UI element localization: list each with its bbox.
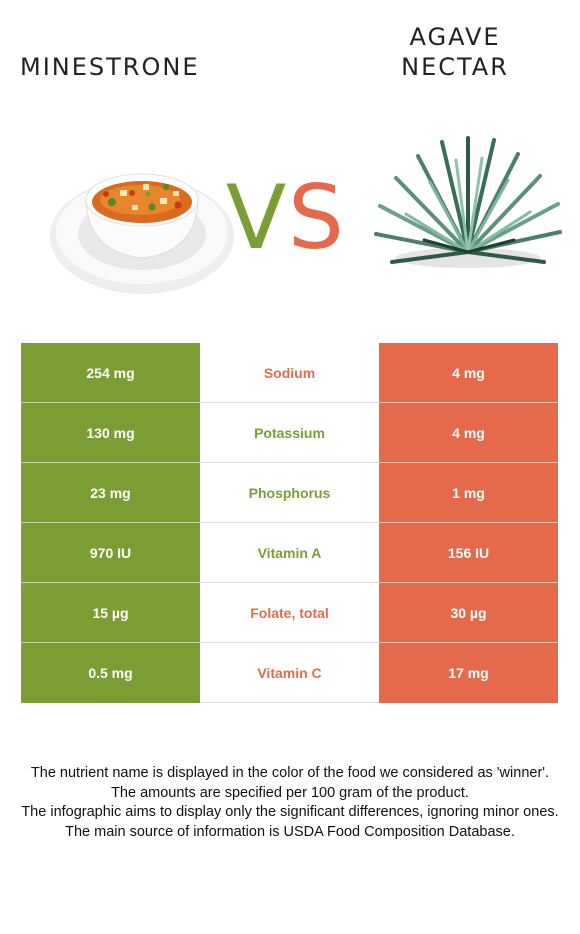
- nutrient-name: Phosphorus: [200, 463, 379, 523]
- nutrient-name: Vitamin A: [200, 523, 379, 583]
- minestrone-value: 254 mg: [21, 343, 200, 403]
- minestrone-value: 970 IU: [21, 523, 200, 583]
- minestrone-soup-image: [50, 173, 234, 294]
- nutrient-name: Sodium: [200, 343, 379, 403]
- nutrient-row: 15 µg Folate, total 30 µg: [21, 583, 558, 643]
- nutrient-row: 970 IU Vitamin A 156 IU: [21, 523, 558, 583]
- vs-letter-s: S: [288, 168, 344, 258]
- nutrient-name: Vitamin C: [200, 643, 379, 703]
- minestrone-value: 23 mg: [21, 463, 200, 523]
- food-title-line-2: NECTAR: [401, 53, 509, 81]
- agave-nectar-value: 30 µg: [379, 583, 558, 643]
- agave-nectar-value: 156 IU: [379, 523, 558, 583]
- footnote-significant-differences: The infographic aims to display only the…: [21, 804, 559, 820]
- footnotes: The nutrient name is displayed in the co…: [14, 764, 566, 842]
- nutrient-row: 130 mg Potassium 4 mg: [21, 403, 558, 463]
- nutrient-row: 254 mg Sodium 4 mg: [21, 343, 558, 403]
- agave-plant-image: [374, 136, 562, 268]
- agave-nectar-value: 1 mg: [379, 463, 558, 523]
- nutrient-comparison-table: 254 mg Sodium 4 mg 130 mg Potassium 4 mg 23 mg…: [21, 343, 558, 703]
- agave-nectar-value: 4 mg: [379, 343, 558, 403]
- nutrient-row: 23 mg Phosphorus 1 mg: [21, 463, 558, 523]
- food-title-agave-nectar: AGAVE NECTAR: [380, 22, 530, 82]
- minestrone-value: 0.5 mg: [21, 643, 200, 703]
- footnote-data-source: The main source of information is USDA F…: [65, 823, 515, 840]
- minestrone-value: 130 mg: [21, 403, 200, 463]
- nutrient-name: Folate, total: [200, 583, 379, 643]
- nutrient-name: Potassium: [200, 403, 379, 463]
- footnote-winner-color: The nutrient name is displayed in the co…: [30, 765, 550, 781]
- agave-nectar-value: 17 mg: [379, 643, 558, 703]
- vs-letter-v: V: [226, 168, 286, 258]
- food-title-minestrone: MINESTRONE: [20, 53, 200, 81]
- footnote-per-100g: The amounts are specified per 100 gram o…: [111, 784, 469, 801]
- food-title-line-1: AGAVE: [409, 23, 501, 51]
- nutrient-row: 0.5 mg Vitamin C 17 mg: [21, 643, 558, 703]
- versus-label: V S: [226, 168, 344, 258]
- minestrone-value: 15 µg: [21, 583, 200, 643]
- agave-nectar-value: 4 mg: [379, 403, 558, 463]
